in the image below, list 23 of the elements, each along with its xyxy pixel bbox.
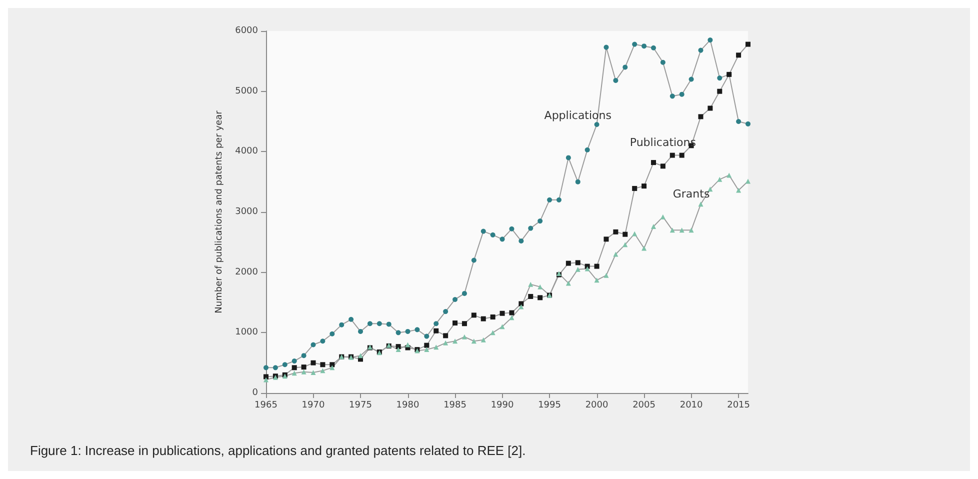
x-tick-label: 2010 [680, 400, 704, 410]
series-label: Applications [544, 108, 612, 122]
x-tick-label: 2000 [585, 400, 609, 410]
x-tick-label: 1980 [396, 400, 420, 410]
y-tick-label: 6000 [235, 26, 258, 36]
x-tick-label: 1995 [538, 400, 561, 410]
x-tick-label: 1970 [302, 400, 325, 410]
x-tick-label: 1965 [254, 400, 278, 410]
caption: Figure 1: Increase in publications, applications and granted patents related to REE [2]. [30, 443, 526, 458]
y-tick-label: 5000 [235, 86, 258, 96]
y-tick-label: 1000 [235, 328, 258, 338]
y-tick-label: 2000 [235, 267, 258, 278]
x-tick-label: 2005 [632, 400, 656, 410]
y-tick-label: 3000 [235, 207, 258, 217]
x-tick-label: 1990 [490, 400, 514, 410]
x-tick-label: 1985 [444, 400, 466, 410]
x-tick-label: 1975 [349, 400, 372, 410]
y-tick-label: 0 [252, 388, 258, 398]
y-tick-label: 4000 [235, 146, 258, 157]
x-tick-label: 2015 [727, 400, 750, 410]
y-axis-title: Number of publications and patents per year [214, 110, 225, 314]
series-label: Grants [672, 187, 710, 200]
series-label: Publications [630, 136, 696, 150]
